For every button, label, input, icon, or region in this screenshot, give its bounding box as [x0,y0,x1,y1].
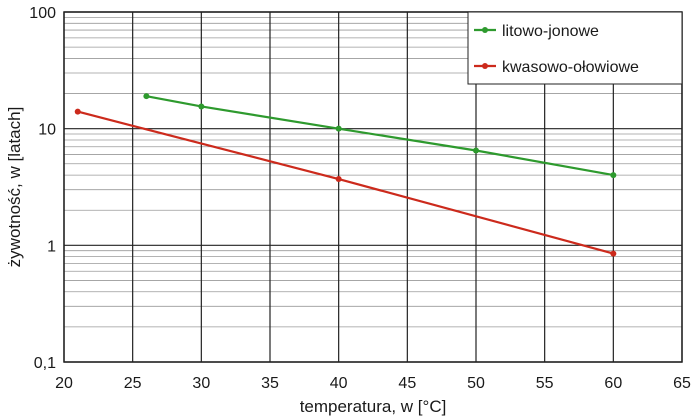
data-point [143,93,150,100]
y-axis-title: żywotność, w [latach] [5,107,24,268]
data-point [610,250,617,257]
x-tick-label: 60 [604,375,622,392]
x-tick-label: 40 [330,375,348,392]
x-axis-title: temperatura, w [°C] [300,397,447,416]
y-tick-label: 1 [47,238,56,255]
y-tick-label: 0,1 [34,355,56,372]
y-tick-label: 100 [29,5,56,22]
x-tick-labels: 20 25 30 35 40 45 50 55 60 65 [55,375,691,392]
legend-box [467,11,683,85]
y-tick-label: 10 [38,122,56,139]
x-tick-label: 20 [55,375,73,392]
legend-marker [482,27,488,33]
y-tick-labels: 0,1 1 10 100 [29,5,56,372]
legend: litowo-jonowe kwasowo-ołowiowe [467,11,683,85]
data-point [74,108,81,115]
x-tick-label: 50 [467,375,485,392]
plot-frame [63,11,683,363]
legend-label: litowo-jonowe [502,23,599,40]
legend-label: kwasowo-ołowiowe [502,59,639,76]
x-tick-label: 45 [398,375,416,392]
x-tick-label: 65 [673,375,691,392]
series-group [74,93,617,257]
data-point [335,176,342,183]
x-tick-label: 25 [124,375,142,392]
data-point [473,147,479,154]
x-tick-label: 35 [261,375,279,392]
x-tick-label: 55 [536,375,554,392]
data-point [610,172,617,179]
x-tick-label: 30 [192,375,210,392]
data-point [198,103,205,110]
legend-marker [482,63,488,69]
data-point [335,125,342,132]
